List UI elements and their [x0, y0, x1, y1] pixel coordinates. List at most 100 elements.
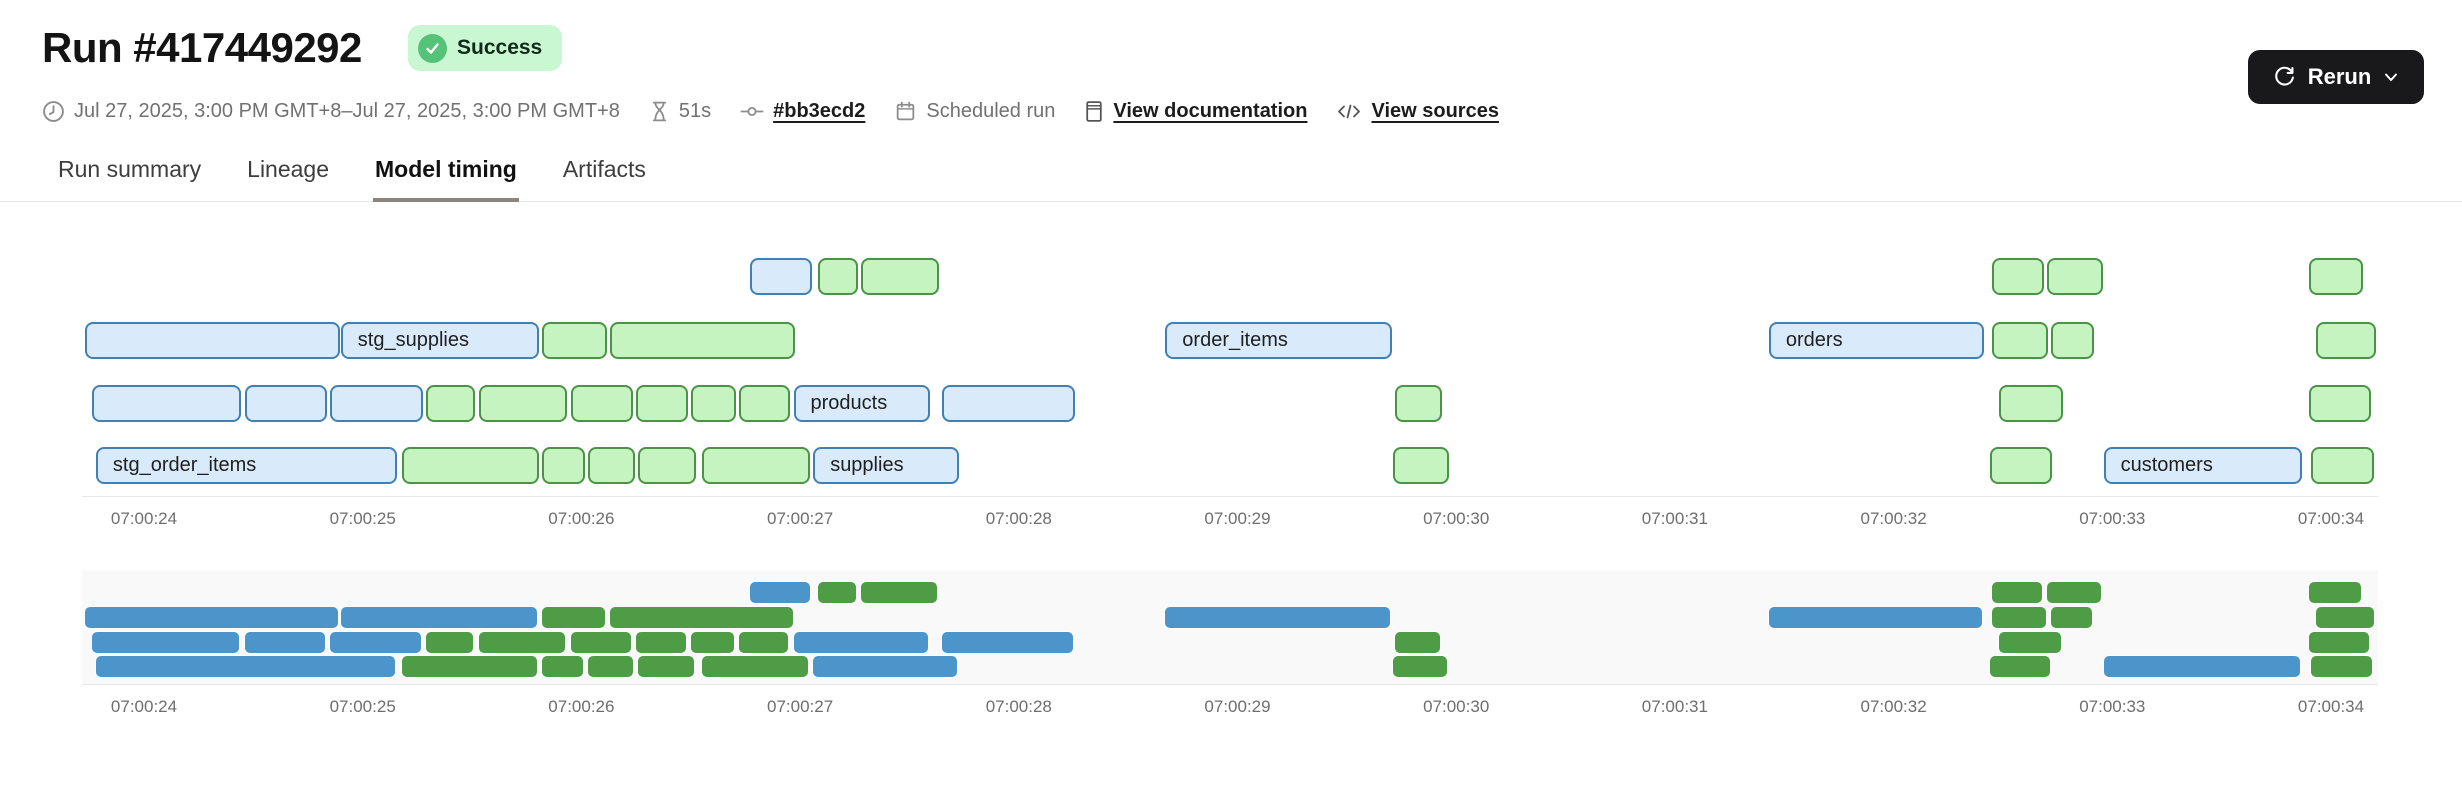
gantt-bar[interactable]	[738, 385, 791, 422]
gantt-bar-stg_supplies[interactable]: stg_supplies	[340, 322, 539, 359]
gantt-bar[interactable]	[2309, 385, 2372, 422]
gantt-bar[interactable]	[2051, 322, 2094, 359]
gantt-bar[interactable]	[942, 385, 1075, 422]
gantt-bar[interactable]	[1395, 385, 1443, 422]
gantt-bar[interactable]	[942, 632, 1073, 653]
gantt-bar[interactable]	[1392, 656, 1447, 677]
gantt-bar[interactable]	[1992, 258, 2044, 295]
x-axis-tick-label: 07:00:24	[110, 509, 178, 528]
clock-icon	[42, 100, 65, 123]
rerun-button[interactable]: Rerun	[2248, 50, 2424, 104]
gantt-bar[interactable]	[701, 656, 808, 677]
gantt-bar-supplies[interactable]: supplies	[813, 447, 959, 484]
gantt-bar-customers[interactable]	[2103, 656, 2300, 677]
x-axis-tick-label: 07:00:33	[2079, 697, 2146, 716]
gantt-bar[interactable]	[2046, 258, 2103, 295]
gantt-bar[interactable]	[426, 385, 476, 422]
tab-artifacts[interactable]: Artifacts	[562, 156, 646, 182]
gantt-bar[interactable]	[542, 607, 605, 628]
gantt-bar[interactable]	[690, 385, 736, 422]
gantt-bar[interactable]	[402, 656, 537, 677]
gantt-bar[interactable]	[738, 632, 789, 653]
gantt-bar[interactable]	[402, 447, 539, 484]
gantt-bar[interactable]	[542, 322, 607, 359]
gantt-bar[interactable]	[588, 447, 636, 484]
gantt-bar[interactable]	[1392, 447, 1449, 484]
gantt-bar[interactable]	[478, 385, 568, 422]
gantt-bar[interactable]	[861, 258, 939, 295]
gantt-bar[interactable]	[2309, 632, 2370, 653]
gantt-bar[interactable]	[570, 632, 631, 653]
gantt-bar[interactable]	[426, 632, 474, 653]
model-timing-overview-x-axis: 07:00:24 07:00:25 07:00:26 07:00:27 07:00:28…	[82, 697, 2378, 719]
gantt-bar[interactable]	[1992, 322, 2048, 359]
gantt-bar[interactable]	[638, 447, 697, 484]
tab-run-summary[interactable]: Run summary	[58, 156, 202, 182]
gantt-bar-supplies[interactable]	[813, 656, 957, 677]
gantt-bar-stg_supplies[interactable]	[340, 607, 537, 628]
gantt-bar[interactable]	[85, 322, 340, 359]
gantt-bar[interactable]	[701, 447, 810, 484]
gantt-bar[interactable]	[2309, 258, 2363, 295]
gantt-bar[interactable]	[478, 632, 566, 653]
tab-model-timing[interactable]: Model timing	[373, 156, 519, 202]
gantt-bar[interactable]	[609, 322, 795, 359]
gantt-bar[interactable]	[2315, 607, 2374, 628]
gantt-bar[interactable]	[2315, 322, 2376, 359]
gantt-bar-orders[interactable]: orders	[1768, 322, 1985, 359]
gantt-bar[interactable]	[749, 582, 811, 603]
gantt-bar-orders[interactable]	[1768, 607, 1983, 628]
gantt-bar[interactable]	[817, 258, 859, 295]
gantt-bar[interactable]	[570, 385, 633, 422]
gantt-bar[interactable]	[1989, 656, 2051, 677]
gantt-bar[interactable]	[329, 632, 421, 653]
gantt-bar[interactable]	[609, 607, 793, 628]
gantt-bar[interactable]	[749, 258, 813, 295]
run-duration: 51s	[649, 100, 711, 123]
gantt-bar[interactable]	[1998, 632, 2062, 653]
gantt-bar[interactable]	[690, 632, 734, 653]
gantt-bar[interactable]	[636, 632, 686, 653]
gantt-bar[interactable]	[1992, 582, 2042, 603]
hourglass-icon	[649, 100, 670, 123]
tab-lineage[interactable]: Lineage	[247, 156, 330, 182]
gantt-bar[interactable]	[91, 632, 240, 653]
gantt-bar-order_items[interactable]: order_items	[1165, 322, 1392, 359]
gantt-bar-stg_order_items[interactable]: stg_order_items	[95, 447, 397, 484]
gantt-bar[interactable]	[244, 632, 325, 653]
view-documentation-link[interactable]: View documentation	[1113, 99, 1308, 122]
run-date-range-text: Jul 27, 2025, 3:00 PM GMT+8–Jul 27, 2025…	[74, 99, 620, 122]
gantt-bar[interactable]	[542, 656, 583, 677]
gantt-bar[interactable]	[2311, 656, 2372, 677]
gantt-bar[interactable]	[588, 656, 634, 677]
view-sources-link[interactable]: View sources	[1371, 99, 1499, 122]
gantt-bar[interactable]	[244, 385, 327, 422]
gantt-bar-products[interactable]	[793, 632, 929, 653]
gantt-bar-label: order_items	[1182, 329, 1288, 351]
x-axis-tick-label: 07:00:34	[2297, 697, 2365, 716]
gantt-bar[interactable]	[638, 656, 695, 677]
gantt-bar[interactable]	[2309, 582, 2361, 603]
x-axis-tick-label: 07:00:24	[110, 697, 178, 716]
rerun-button-label: Rerun	[2307, 64, 2372, 89]
gantt-bar[interactable]	[1395, 632, 1441, 653]
gantt-bar[interactable]	[2051, 607, 2092, 628]
commit-link[interactable]: #bb3ecd2	[773, 99, 866, 122]
gantt-bar[interactable]	[542, 447, 585, 484]
gantt-bar[interactable]	[1998, 385, 2064, 422]
gantt-bar[interactable]	[2046, 582, 2101, 603]
gantt-bar-customers[interactable]: customers	[2103, 447, 2302, 484]
gantt-bar[interactable]	[1992, 607, 2046, 628]
x-axis-tick-label: 07:00:26	[548, 509, 615, 528]
gantt-bar[interactable]	[861, 582, 937, 603]
gantt-bar-products[interactable]: products	[793, 385, 931, 422]
gantt-bar-stg_order_items[interactable]	[95, 656, 395, 677]
gantt-bar[interactable]	[636, 385, 688, 422]
gantt-bar[interactable]	[2311, 447, 2374, 484]
gantt-bar[interactable]	[329, 385, 423, 422]
gantt-bar[interactable]	[91, 385, 242, 422]
gantt-bar[interactable]	[817, 582, 857, 603]
gantt-bar[interactable]	[85, 607, 338, 628]
gantt-bar[interactable]	[1989, 447, 2053, 484]
gantt-bar-order_items[interactable]	[1165, 607, 1390, 628]
